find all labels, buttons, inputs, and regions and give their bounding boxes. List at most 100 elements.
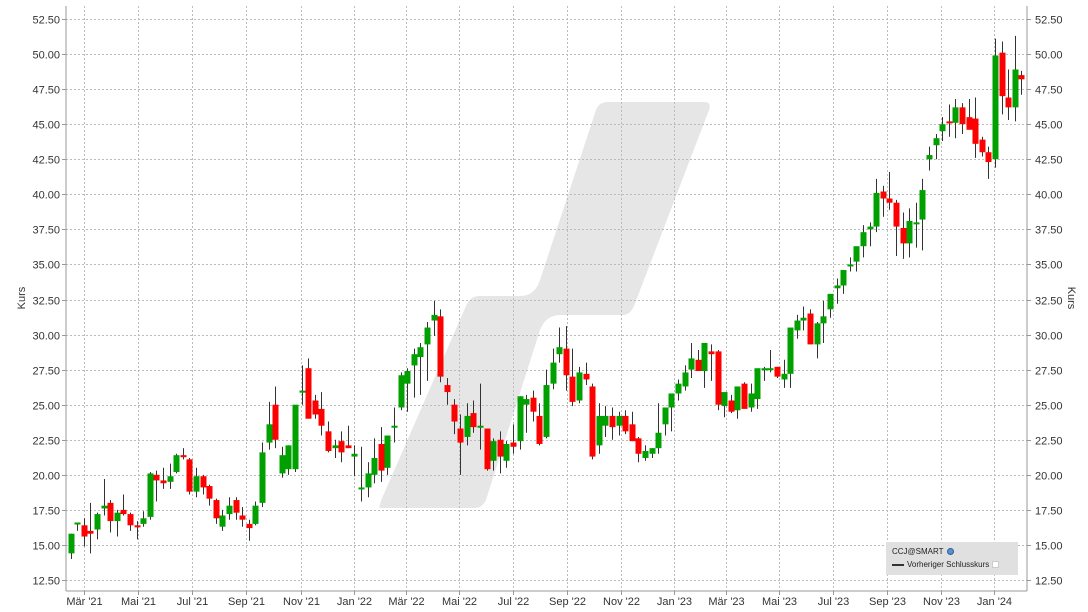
x-tick-label: Jan '22 (337, 596, 372, 608)
y-tick-label: 22.50 (1035, 436, 1063, 448)
y-axis-left-label: Kurs (16, 286, 28, 309)
candle (312, 400, 319, 415)
candle (318, 408, 325, 426)
candle (787, 327, 794, 374)
candle (933, 138, 940, 146)
legend-symbol-label: CCJ@SMART (892, 547, 944, 556)
candle (259, 452, 266, 503)
candle (464, 415, 471, 437)
candle (87, 530, 94, 534)
candle (378, 443, 385, 471)
candle (609, 415, 616, 428)
candle (939, 124, 946, 132)
candle (193, 476, 200, 492)
y-tick-label: 27.50 (1035, 366, 1063, 378)
candle (484, 428, 491, 470)
candle (820, 316, 827, 324)
candle (900, 227, 907, 244)
candle (431, 314, 438, 321)
candle (299, 390, 306, 393)
y-tick-label: 40.00 (1035, 190, 1063, 202)
legend-item-prev-close: Vorheriger Schlusskurs (886, 558, 1018, 571)
candle (906, 220, 913, 244)
candle (860, 232, 867, 247)
candle (239, 515, 246, 520)
candle (655, 432, 662, 449)
candle (206, 486, 213, 499)
candle (649, 448, 656, 454)
candle (1018, 75, 1025, 80)
candle (662, 407, 669, 425)
candle (1012, 69, 1019, 108)
candle (979, 139, 986, 153)
x-tick-label: Mär '22 (388, 596, 424, 608)
candle (74, 522, 81, 525)
y-tick-label: 25.00 (32, 401, 60, 413)
candle (404, 371, 411, 384)
candle (952, 107, 959, 123)
y-tick-label: 45.00 (1035, 120, 1063, 132)
candle (926, 155, 933, 160)
candle (880, 191, 887, 199)
x-axis-ticks: Mär '21 Mai '21 Jul '21 Sep '21 Nov '21 Jan '… (66, 591, 1012, 608)
candle (351, 453, 358, 457)
y-tick-label: 50.00 (1035, 50, 1063, 62)
candle (985, 152, 992, 163)
candle (127, 514, 134, 526)
candle (563, 348, 570, 376)
candle (886, 198, 893, 203)
y-tick-label: 47.50 (32, 85, 60, 97)
candle (153, 474, 160, 481)
candle (853, 246, 860, 262)
x-tick-label: Sep '22 (549, 596, 586, 608)
y-tick-label: 15.00 (32, 541, 60, 553)
candle (999, 52, 1006, 97)
candle (107, 502, 114, 522)
candle (186, 459, 193, 492)
candle (358, 487, 365, 490)
candle (68, 533, 75, 554)
checkbox-icon[interactable] (992, 561, 1000, 569)
y-tick-label: 30.00 (32, 331, 60, 343)
candle (721, 392, 728, 407)
candle (616, 415, 623, 426)
candle (266, 424, 273, 443)
candle (622, 415, 629, 432)
candle (794, 320, 801, 331)
x-tick-label: Jul '23 (818, 596, 849, 608)
globe-icon[interactable] (946, 548, 954, 556)
candle (147, 473, 154, 517)
candle (246, 523, 253, 529)
candle (490, 441, 497, 461)
candle (569, 376, 576, 402)
y-tick-label: 45.00 (32, 120, 60, 132)
candle (173, 455, 180, 473)
candle (338, 441, 345, 453)
x-tick-label: Sep '21 (228, 596, 265, 608)
legend-prev-close-label: Vorheriger Schlusskurs (907, 560, 990, 569)
candle (325, 431, 332, 451)
candle (470, 413, 477, 428)
y-tick-label: 52.50 (1035, 15, 1063, 27)
y-tick-label: 37.50 (1035, 225, 1063, 237)
candle (94, 514, 101, 530)
dashed-line-icon (892, 563, 904, 566)
candle (556, 347, 563, 355)
candle (576, 372, 583, 401)
y-tick-label: 15.00 (1035, 541, 1063, 553)
y-tick-label: 20.00 (1035, 471, 1063, 483)
candle (503, 443, 510, 461)
candle (827, 293, 834, 310)
x-tick-label: Mär '23 (708, 596, 744, 608)
y-axis-left-ticks: 12.50 15.00 17.50 20.00 22.50 25.00 27.50 30.00… (32, 15, 66, 588)
x-tick-label: Nov '21 (283, 596, 320, 608)
x-tick-label: Sep '23 (869, 596, 906, 608)
candle (959, 107, 966, 125)
candle (140, 518, 147, 524)
candle (946, 121, 953, 124)
candle (893, 202, 900, 227)
candle (543, 385, 550, 437)
y-tick-label: 40.00 (32, 190, 60, 202)
candle (398, 375, 405, 408)
candle (919, 190, 926, 220)
